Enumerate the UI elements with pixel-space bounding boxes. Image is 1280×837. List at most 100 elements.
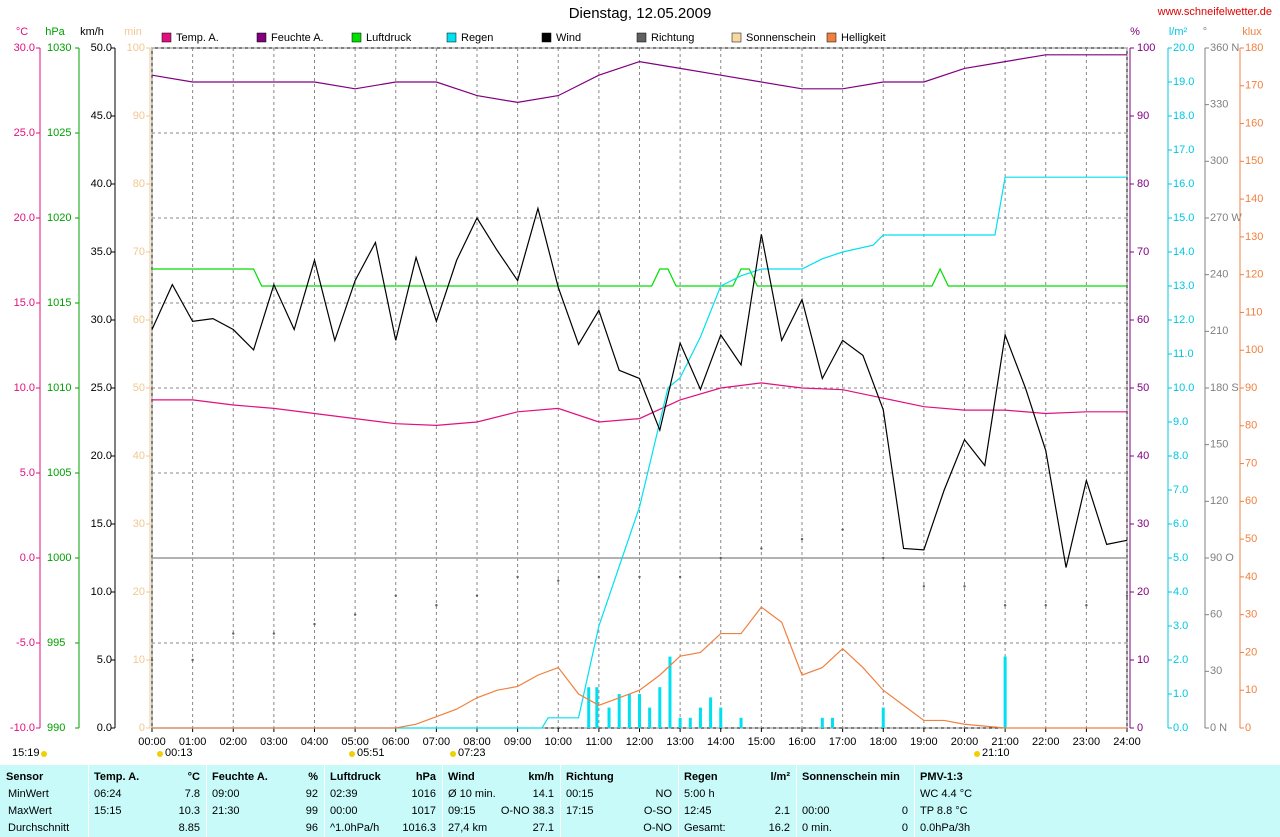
sun-time: 07:23 <box>458 747 486 759</box>
x-tick-label: 22:00 <box>1032 736 1060 748</box>
rain-bar <box>648 707 652 728</box>
cell-right: 92 <box>305 788 318 800</box>
y-tick-label: 35.0 <box>91 246 112 258</box>
y-tick-label: 20 <box>1137 586 1149 598</box>
direction-dot <box>922 585 926 588</box>
y-tick-label: 360 N <box>1210 42 1239 54</box>
y-tick-label: 16.0 <box>1173 178 1194 190</box>
y-tick-label: 25.0 <box>14 127 35 139</box>
y-tick-label: 100 <box>1137 42 1155 54</box>
y-tick-label: 60 <box>133 314 145 326</box>
y-tick-label: 170 <box>1245 80 1263 92</box>
legend-label: Sonnenschein <box>746 32 816 44</box>
y-tick-label: 2.0 <box>1173 654 1188 666</box>
y-tick-label: 60 <box>1245 495 1257 507</box>
cell-right: 1016 <box>411 788 436 800</box>
column-unit: l/m² <box>770 771 790 783</box>
direction-dot <box>313 622 316 626</box>
rain-bar <box>668 656 672 728</box>
y-tick-label: 1010 <box>47 382 71 394</box>
column-unit: °C <box>187 771 200 783</box>
column-separator <box>88 765 89 837</box>
column-unit: km/h <box>528 771 554 783</box>
direction-dot <box>435 604 438 607</box>
y-tick-label: 140 <box>1245 193 1263 205</box>
y-tick-label: 14.0 <box>1173 246 1194 258</box>
x-tick-label: 10:00 <box>544 736 572 748</box>
y-tick-label: 330 <box>1210 99 1228 111</box>
rain-bar <box>820 717 824 728</box>
series-line <box>151 206 1128 568</box>
y-tick-label: 0.0 <box>97 722 112 734</box>
y-tick-label: 5.0 <box>1173 552 1188 564</box>
legend-label: Helligkeit <box>841 32 886 44</box>
y-tick-label: 30.0 <box>91 314 112 326</box>
row-label: MinWert <box>8 788 49 800</box>
x-tick-label: 02:00 <box>219 736 247 748</box>
y-tick-label: 100 <box>1245 344 1263 356</box>
y-tick-label: 10 <box>1137 654 1149 666</box>
y-tick-label: 120 <box>1210 495 1228 507</box>
row-label: MaxWert <box>8 805 52 817</box>
y-tick-label: 20.0 <box>91 450 112 462</box>
cell-right: 99 <box>305 805 318 817</box>
y-tick-label: 270 W <box>1210 212 1242 224</box>
y-tick-label: 50.0 <box>91 42 112 54</box>
y-tick-label: 70 <box>133 246 145 258</box>
legend-swatch <box>731 32 742 43</box>
rain-bar <box>678 717 682 728</box>
axis-unit: min <box>124 26 142 38</box>
direction-dot <box>353 613 357 616</box>
direction-dot <box>1003 604 1007 607</box>
cell-right: 14.1 <box>532 788 554 800</box>
y-tick-label: 0 <box>1245 722 1251 734</box>
y-tick-label: 25.0 <box>91 382 112 394</box>
direction-dot <box>963 585 966 588</box>
column-separator <box>560 765 561 837</box>
cell-left: Ø 10 min. <box>448 788 496 800</box>
direction-dot <box>557 579 560 582</box>
direction-dot <box>1044 604 1047 607</box>
cell-left: ^1.0hPa/h <box>330 822 380 834</box>
direction-dot <box>800 537 804 541</box>
y-tick-label: 40 <box>133 450 145 462</box>
column-unit: % <box>308 771 318 783</box>
row-label: Durchschnitt <box>8 822 70 834</box>
x-tick-label: 00:00 <box>138 736 166 748</box>
legend-label: Temp. A. <box>176 32 219 44</box>
column-header: Richtung <box>566 771 614 783</box>
direction-dot <box>475 594 479 597</box>
y-tick-label: 7.0 <box>1173 484 1188 496</box>
y-tick-label: 90 <box>133 110 145 122</box>
y-tick-label: 17.0 <box>1173 144 1194 156</box>
y-tick-label: 15.0 <box>14 297 35 309</box>
x-tick-label: 15:00 <box>748 736 776 748</box>
cell-left: 09:00 <box>212 788 240 800</box>
y-tick-label: 50 <box>1245 533 1257 545</box>
x-tick-label: 11:00 <box>586 736 613 748</box>
cell-right: 0 <box>901 805 908 817</box>
y-tick-label: 60 <box>1137 314 1149 326</box>
y-tick-label: 20 <box>133 586 145 598</box>
y-tick-label: 8.0 <box>1173 450 1188 462</box>
y-tick-label: 130 <box>1245 231 1263 243</box>
cell-left: 27,4 km <box>448 822 488 834</box>
y-tick-label: 30 <box>1245 609 1257 621</box>
x-tick-label: 12:00 <box>626 736 654 748</box>
x-tick-label: 19:00 <box>910 736 938 748</box>
rain-bar <box>595 687 599 728</box>
cell-left: 09:15 <box>448 805 476 817</box>
x-tick-label: 23:00 <box>1073 736 1101 748</box>
cell-right: 96 <box>305 822 318 834</box>
cell-left: TP 8.8 °C <box>920 805 968 817</box>
series-line <box>152 267 1127 287</box>
column-header: Sonnenschein min <box>802 771 900 783</box>
y-tick-label: 180 S <box>1210 382 1239 394</box>
y-tick-label: 995 <box>47 637 65 649</box>
y-tick-label: 19.0 <box>1173 76 1194 88</box>
column-header: Luftdruck <box>330 771 381 783</box>
y-tick-label: 20 <box>1245 646 1257 658</box>
legend-label: Luftdruck <box>366 32 412 44</box>
y-tick-label: 30.0 <box>14 42 35 54</box>
x-tick-label: 08:00 <box>463 736 491 748</box>
